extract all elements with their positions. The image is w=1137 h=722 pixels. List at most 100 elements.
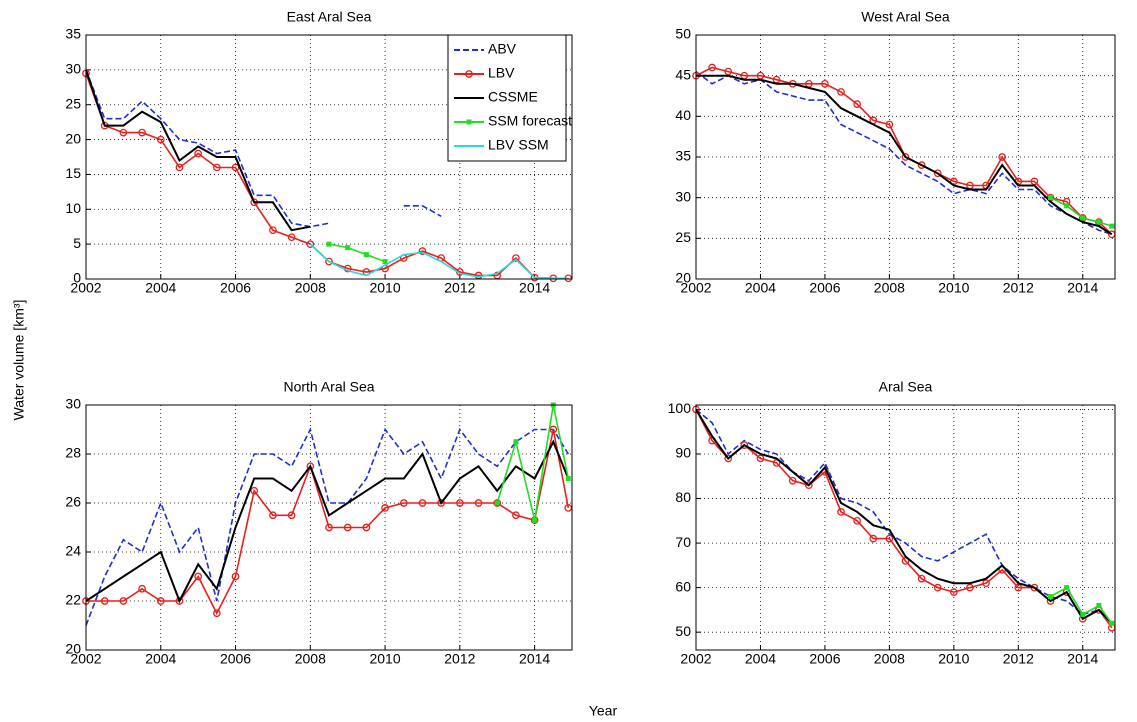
series bbox=[692, 63, 1116, 239]
series bbox=[85, 69, 442, 228]
x-tick-label: 2008 bbox=[295, 280, 326, 296]
marker bbox=[455, 499, 464, 507]
marker bbox=[1014, 583, 1023, 592]
x-tick-label: 2012 bbox=[1003, 651, 1034, 667]
marker bbox=[194, 149, 203, 158]
x-tick-label: 2010 bbox=[938, 280, 969, 296]
x-tick-label: 2002 bbox=[680, 651, 711, 667]
plot-frame bbox=[85, 404, 573, 651]
series bbox=[695, 70, 1113, 236]
marker bbox=[345, 245, 351, 251]
marker bbox=[363, 252, 369, 258]
x-tick-label: 2006 bbox=[220, 280, 251, 296]
x-axis-label: Year bbox=[589, 703, 618, 719]
marker bbox=[512, 511, 520, 520]
marker bbox=[998, 153, 1007, 161]
marker bbox=[788, 476, 797, 485]
marker bbox=[708, 63, 716, 72]
marker bbox=[1048, 195, 1054, 201]
series bbox=[85, 439, 570, 604]
y-axis-label: Water volume [km³] bbox=[11, 300, 27, 421]
y-tick-label: 45 bbox=[675, 66, 691, 82]
x-tick-label: 2010 bbox=[369, 280, 400, 296]
y-tick-label: 0 bbox=[73, 270, 81, 286]
marker bbox=[1048, 594, 1054, 600]
plot-frame bbox=[695, 404, 1116, 651]
marker bbox=[343, 523, 352, 532]
y-tick-label: 40 bbox=[675, 107, 691, 123]
x-tick-label: 2014 bbox=[1067, 280, 1098, 296]
marker bbox=[119, 128, 128, 137]
y-tick-label: 5 bbox=[73, 235, 81, 251]
y-tick-label: 35 bbox=[65, 26, 81, 42]
marker bbox=[287, 233, 296, 242]
series bbox=[1048, 195, 1115, 229]
marker bbox=[325, 257, 333, 266]
series bbox=[695, 408, 1113, 624]
series-line bbox=[86, 429, 570, 616]
legend-label: LBV SSM bbox=[488, 137, 549, 153]
chart-title: West Aral Sea bbox=[861, 9, 950, 25]
marker bbox=[724, 454, 733, 463]
x-tick-label: 2004 bbox=[145, 280, 176, 296]
marker bbox=[804, 481, 813, 490]
series bbox=[695, 408, 1113, 624]
y-tick-label: 26 bbox=[65, 494, 81, 510]
x-tick-label: 2004 bbox=[145, 651, 176, 667]
series bbox=[326, 241, 388, 265]
marker bbox=[269, 226, 277, 235]
chart-title: East Aral Sea bbox=[287, 9, 372, 25]
marker bbox=[966, 583, 974, 592]
chart-title: Aral Sea bbox=[879, 379, 933, 395]
marker bbox=[381, 504, 389, 512]
marker bbox=[982, 579, 990, 588]
marker bbox=[1064, 203, 1070, 209]
series-line bbox=[695, 408, 1113, 624]
legend-marker bbox=[466, 119, 472, 125]
x-tick-label: 2012 bbox=[444, 651, 475, 667]
y-tick-label: 22 bbox=[65, 592, 81, 608]
marker bbox=[212, 609, 221, 618]
marker bbox=[306, 240, 315, 248]
marker bbox=[933, 169, 942, 178]
marker bbox=[138, 584, 146, 593]
series-line bbox=[85, 439, 570, 604]
marker bbox=[853, 516, 862, 525]
series bbox=[696, 74, 1113, 236]
marker bbox=[532, 517, 538, 523]
marker bbox=[756, 454, 765, 463]
marker bbox=[194, 572, 203, 581]
plot-frame bbox=[695, 34, 1116, 280]
marker bbox=[100, 597, 109, 605]
y-tick-label: 70 bbox=[675, 534, 691, 550]
y-tick-label: 24 bbox=[65, 543, 81, 559]
x-tick-label: 2014 bbox=[1067, 651, 1098, 667]
marker bbox=[325, 523, 333, 532]
series-line bbox=[328, 243, 386, 263]
marker bbox=[175, 597, 184, 605]
x-tick-label: 2002 bbox=[70, 280, 101, 296]
y-tick-label: 28 bbox=[65, 445, 81, 461]
series-line bbox=[85, 427, 569, 626]
y-tick-label: 35 bbox=[675, 148, 691, 164]
marker bbox=[885, 534, 894, 543]
marker bbox=[740, 441, 749, 449]
marker bbox=[1109, 620, 1115, 626]
series bbox=[82, 425, 573, 618]
marker bbox=[156, 597, 165, 605]
x-tick-label: 2006 bbox=[809, 280, 840, 296]
series bbox=[309, 243, 569, 280]
series bbox=[1048, 585, 1115, 626]
marker bbox=[1080, 215, 1086, 221]
y-tick-label: 30 bbox=[675, 188, 691, 204]
x-tick-label: 2012 bbox=[1003, 280, 1034, 296]
marker bbox=[269, 511, 277, 520]
x-tick-label: 2006 bbox=[809, 651, 840, 667]
series bbox=[85, 69, 311, 232]
y-tick-label: 90 bbox=[675, 445, 691, 461]
marker bbox=[399, 499, 408, 507]
marker bbox=[138, 128, 146, 137]
marker bbox=[326, 241, 332, 247]
x-tick-label: 2004 bbox=[745, 280, 776, 296]
